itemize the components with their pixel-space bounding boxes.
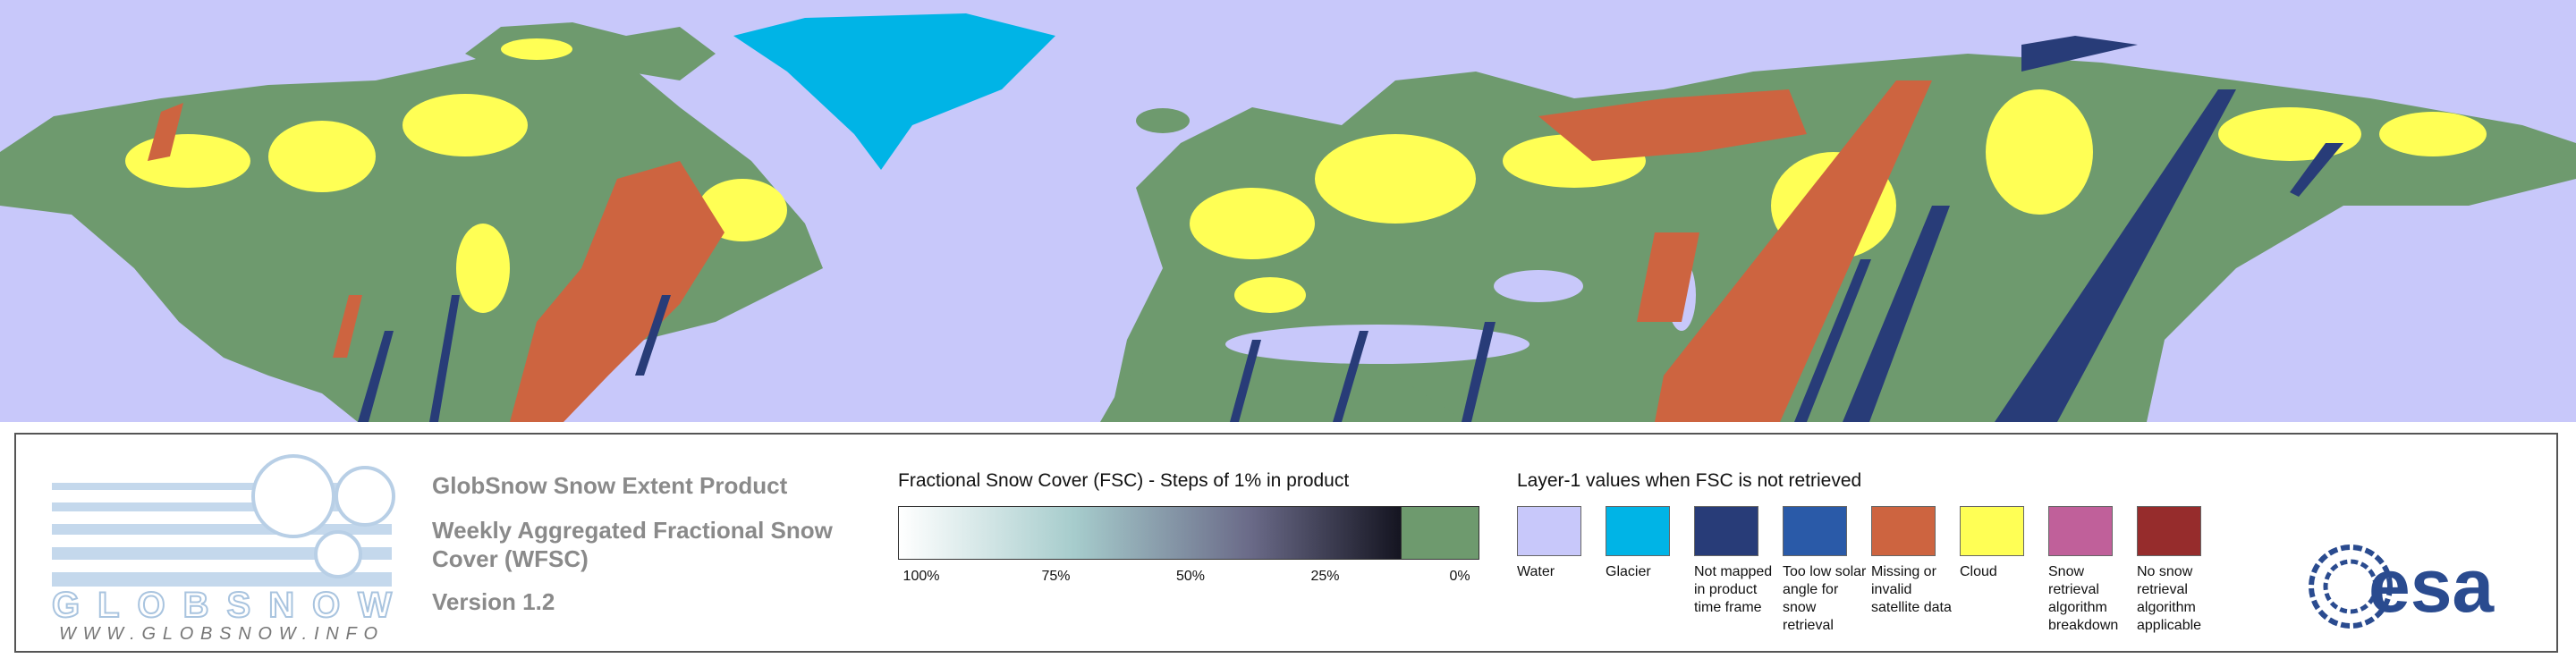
cloud-patch xyxy=(268,121,376,192)
layer1-title: Layer-1 values when FSC is not retrieved xyxy=(1517,470,1862,491)
not-mapped xyxy=(429,295,460,422)
legend-swatch xyxy=(1694,506,1758,556)
fsc-tick-label: 25% xyxy=(1310,569,1340,584)
legend-label: Cloud xyxy=(1960,564,1997,579)
logo-stripe xyxy=(52,483,392,490)
not-mapped xyxy=(2290,143,2343,197)
cloud-patch xyxy=(1190,188,1315,259)
not-mapped xyxy=(1794,259,1871,422)
not-mapped xyxy=(1843,206,1950,422)
esa-swirl xyxy=(2309,545,2393,629)
cloud-patch xyxy=(501,38,572,60)
product-subtitle: Cover (WFSC) xyxy=(432,545,589,572)
cloud-patch xyxy=(125,134,250,188)
missing-data xyxy=(1538,89,1807,161)
esa-logo: esa xyxy=(2309,544,2495,629)
missing-data xyxy=(1655,80,1932,422)
logo-stripe xyxy=(52,547,392,560)
not-mapped xyxy=(2021,36,2138,72)
legend-swatch xyxy=(1606,506,1670,556)
snowflake xyxy=(251,454,335,538)
cloud-patch xyxy=(1315,134,1476,224)
fsc-tick-label: 50% xyxy=(1175,569,1206,584)
legend-swatch xyxy=(2048,506,2113,556)
cloud-patch xyxy=(402,94,528,156)
logo-url: WWW.GLOBSNOW.INFO xyxy=(59,624,381,644)
product-version: Version 1.2 xyxy=(432,588,555,615)
cloud-patch xyxy=(456,224,510,313)
esa-swirl xyxy=(2323,559,2378,614)
missing-data xyxy=(1637,232,1699,322)
snowflake xyxy=(335,466,395,527)
legend-label: Snow retrieval algorithm breakdown xyxy=(2048,564,2119,633)
product-title: GlobSnow Snow Extent Product xyxy=(432,472,788,499)
not-mapped xyxy=(1995,89,2236,422)
legend-swatch xyxy=(1783,506,1847,556)
legend-label: Water xyxy=(1517,564,1555,579)
missing-data xyxy=(510,161,724,422)
logo-stripe xyxy=(52,502,392,511)
legend-label: No snow retrieval algorithm applicable xyxy=(2137,564,2202,633)
agency-name: esa xyxy=(2368,544,2495,628)
fsc-gradient xyxy=(898,506,1402,560)
legend-label: Missing or invalid satellite data xyxy=(1871,564,1952,615)
greenland xyxy=(733,13,1055,170)
legend-label: Not mapped in product time frame xyxy=(1694,564,1773,615)
globsnow-logo: GLOBSNOW WWW.GLOBSNOW.INFO xyxy=(51,454,395,644)
not-mapped xyxy=(1333,331,1368,422)
product-subtitle: Weekly Aggregated Fractional Snow xyxy=(432,517,833,544)
legend-panel: GLOBSNOW WWW.GLOBSNOW.INFO GlobSnow Snow… xyxy=(14,433,2558,653)
cloud-patch xyxy=(1986,89,2093,215)
mediterranean xyxy=(1225,325,1530,364)
legend-swatch xyxy=(1871,506,1936,556)
logo-name: GLOBSNOW xyxy=(52,586,392,625)
not-mapped xyxy=(1462,322,1496,422)
cloud-patch xyxy=(2379,112,2487,156)
fsc-tick-label: 75% xyxy=(1041,569,1071,584)
fsc-zero xyxy=(1401,506,1479,560)
cloud-patch xyxy=(2218,107,2361,161)
snow-map xyxy=(0,0,2576,422)
snowflake xyxy=(314,530,362,578)
missing-data xyxy=(148,103,183,161)
not-mapped xyxy=(635,295,671,376)
iceland xyxy=(1136,108,1190,133)
fsc-title: Fractional Snow Cover (FSC) - Steps of 1… xyxy=(898,470,1350,491)
legend-swatch xyxy=(2137,506,2201,556)
fsc-tick-label: 100% xyxy=(902,569,940,584)
legend-label: Too low solar angle for snow retrieval xyxy=(1783,564,1867,633)
logo-stripe xyxy=(52,572,392,587)
fsc-tick-label: 0% xyxy=(1449,569,1470,584)
arctic-islands xyxy=(465,22,716,80)
legend-swatch xyxy=(1960,506,2024,556)
not-mapped xyxy=(1230,340,1261,422)
cloud-patch xyxy=(1234,277,1306,313)
legend-label: Glacier xyxy=(1606,564,1651,579)
not-mapped xyxy=(358,331,394,422)
africa xyxy=(1100,358,1467,422)
black-sea xyxy=(1494,270,1583,302)
missing-data xyxy=(333,295,362,358)
legend-swatch xyxy=(1517,506,1581,556)
